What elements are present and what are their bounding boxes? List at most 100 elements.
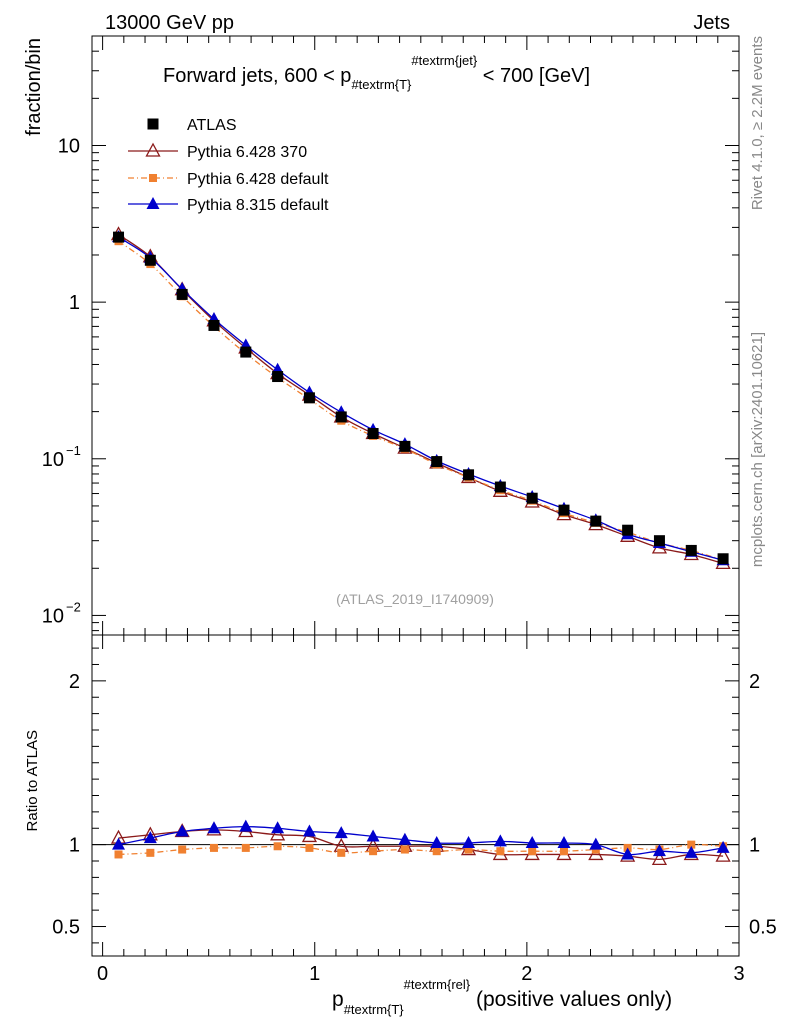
ratio-point-pythia-8-315-default xyxy=(207,821,221,834)
ratio-point-pythia-6-428-default xyxy=(273,842,282,851)
ratio-point-pythia-6-428-default xyxy=(241,843,250,852)
plot-title: Forward jets, 600 < p#textrm{T} #textrm{j… xyxy=(163,53,590,92)
data-point-atlas xyxy=(622,524,634,536)
ratio-point-pythia-6-428-default xyxy=(528,847,537,856)
data-point-atlas xyxy=(590,515,602,527)
y-axis-label: fraction/bin xyxy=(23,38,45,136)
data-point-atlas xyxy=(335,411,347,423)
data-point-atlas xyxy=(272,371,284,383)
y-tick-label: 10 xyxy=(42,605,64,627)
ratio-point-pythia-6-428-default xyxy=(305,843,314,852)
mcplots-label: mcplots.cern.ch [arXiv:2401.10621] xyxy=(749,332,766,567)
legend-marker-pythia-6-428-370 xyxy=(145,142,161,157)
header-energy: 13000 GeV pp xyxy=(105,12,234,34)
axis-ticks xyxy=(92,35,740,956)
data-point-atlas xyxy=(367,428,379,440)
data-point-atlas xyxy=(208,319,220,331)
ratio-point-pythia-6-428-default xyxy=(114,850,123,859)
ratio-point-pythia-8-315-default xyxy=(430,835,444,848)
ratio-point-pythia-8-315-default xyxy=(334,826,348,839)
ratio-point-pythia-8-315-default xyxy=(143,831,157,844)
data-point-atlas xyxy=(526,492,538,504)
data-point-atlas xyxy=(144,254,156,266)
legend-marker-pythia-6-428-default xyxy=(149,174,157,182)
ratio-point-pythia-8-315-default xyxy=(112,837,126,850)
legend: ATLAS Pythia 6.428 370 Pythia 6.428 defaul… xyxy=(128,117,329,214)
legend-marker-pythia-8-315-default xyxy=(146,197,160,209)
main-series-group xyxy=(110,226,731,570)
ratio-tick-label-right: 1 xyxy=(749,835,760,857)
ratio-point-pythia-6-428-default xyxy=(146,848,155,857)
ratio-point-pythia-6-428-default xyxy=(369,847,378,856)
legend-label-pythia-8-315-default: Pythia 8.315 default xyxy=(187,197,329,214)
y-tick-label: 10 xyxy=(58,135,80,157)
x-tick-label: 3 xyxy=(733,963,744,985)
ratio-point-pythia-6-428-default xyxy=(559,847,568,856)
ratio-point-pythia-6-428-370 xyxy=(270,826,286,841)
ratio-point-pythia-8-315-default xyxy=(652,844,666,857)
series-line-pythia-6-428-370 xyxy=(118,234,724,564)
ratio-y-axis-label: Ratio to ATLAS xyxy=(24,730,41,831)
y-tick-label: 1 xyxy=(69,292,80,314)
legend-label-pythia-6-428-370: Pythia 6.428 370 xyxy=(187,144,307,161)
ratio-point-pythia-6-428-default xyxy=(464,845,473,854)
y-tick-label: 10 xyxy=(42,449,64,471)
ratio-point-pythia-8-315-default xyxy=(716,840,730,853)
ratio-point-pythia-8-315-default xyxy=(398,832,412,845)
data-point-atlas xyxy=(113,231,125,243)
ratio-point-pythia-6-428-default xyxy=(178,845,187,854)
ratio-point-pythia-6-428-default xyxy=(432,847,441,856)
ratio-tick-label-left: 0.5 xyxy=(52,917,80,939)
ratio-point-pythia-6-428-370 xyxy=(651,851,668,866)
data-point-atlas xyxy=(494,481,506,493)
ratio-point-pythia-8-315-default xyxy=(366,829,380,842)
data-point-atlas xyxy=(653,535,665,547)
ratio-point-pythia-6-428-default xyxy=(337,848,346,857)
ratio-tick-label-left: 2 xyxy=(69,671,80,693)
header-jets: Jets xyxy=(693,12,730,34)
ratio-point-pythia-6-428-default xyxy=(209,843,218,852)
legend-marker-atlas xyxy=(147,118,159,130)
ratio-point-pythia-8-315-default xyxy=(621,847,635,860)
ratio-point-pythia-8-315-default xyxy=(557,835,571,848)
data-point-atlas xyxy=(303,392,315,404)
title-end: < 700 [GeV] xyxy=(477,65,590,87)
ratio-point-pythia-8-315-default xyxy=(493,834,507,847)
y-tick-exponent: −2 xyxy=(66,599,81,614)
data-point-atlas xyxy=(558,504,570,516)
ratio-tick-label-right: 2 xyxy=(749,671,760,693)
data-point-atlas xyxy=(399,440,411,452)
ratio-point-pythia-8-315-default xyxy=(525,835,539,848)
ratio-point-pythia-8-315-default xyxy=(462,835,476,848)
ratio-point-pythia-8-315-default xyxy=(684,845,698,858)
ratio-point-pythia-6-428-default xyxy=(400,845,409,854)
ratio-point-pythia-8-315-default xyxy=(589,837,603,850)
data-point-atlas xyxy=(685,544,697,556)
series-line-pythia-6-428-default xyxy=(118,240,724,561)
ratio-plot-frame xyxy=(91,634,740,957)
data-point-atlas xyxy=(431,456,443,468)
x-axis-label: p#textrm{T} #textrm{rel} (positive values… xyxy=(332,977,672,1017)
data-point-atlas xyxy=(717,553,729,565)
series-line-pythia-8-315-default xyxy=(118,236,724,561)
ratio-tick-label-left: 1 xyxy=(69,835,80,857)
data-point-atlas xyxy=(463,469,475,481)
title-main: Forward jets, 600 < p xyxy=(163,65,351,87)
analysis-watermark: (ATLAS_2019_I1740909) xyxy=(336,591,494,607)
data-point-atlas xyxy=(176,288,188,300)
ratio-point-pythia-8-315-default xyxy=(271,821,285,834)
rivet-label: Rivet 4.1.0, ≥ 2.2M events xyxy=(749,36,766,210)
y-tick-exponent: −1 xyxy=(66,443,81,458)
x-tick-label: 0 xyxy=(97,963,108,985)
ratio-tick-label-right: 0.5 xyxy=(749,917,777,939)
ratio-point-pythia-6-428-default xyxy=(496,847,505,856)
xlabel-subscript: #textrm{T} xyxy=(344,1002,405,1017)
x-tick-label: 1 xyxy=(309,963,320,985)
ratio-point-pythia-8-315-default xyxy=(302,824,316,837)
xlabel-end: (positive values only) xyxy=(470,988,672,1011)
data-point-atlas xyxy=(240,346,252,358)
title-subscript: #textrm{T} xyxy=(351,77,412,92)
ratio-point-pythia-8-315-default xyxy=(175,824,189,837)
